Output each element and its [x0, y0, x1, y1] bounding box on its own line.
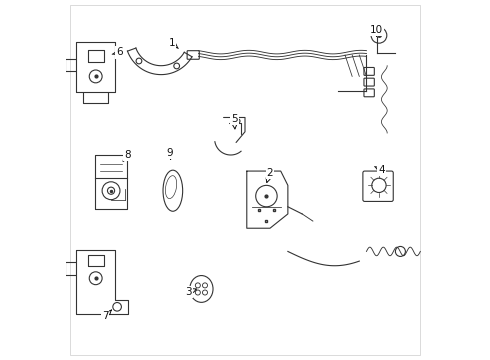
Ellipse shape [166, 176, 177, 199]
Text: 1: 1 [169, 38, 178, 48]
FancyBboxPatch shape [364, 78, 374, 86]
FancyBboxPatch shape [363, 171, 393, 202]
Text: 7: 7 [101, 310, 111, 321]
Ellipse shape [190, 275, 213, 302]
Text: 6: 6 [112, 48, 122, 58]
Text: 4: 4 [374, 165, 385, 175]
Text: 10: 10 [370, 25, 383, 36]
FancyBboxPatch shape [364, 89, 374, 97]
Text: 2: 2 [266, 168, 273, 183]
Text: 5: 5 [231, 114, 238, 129]
FancyBboxPatch shape [364, 67, 374, 75]
Text: 3: 3 [185, 287, 196, 297]
Ellipse shape [163, 170, 183, 211]
Text: 8: 8 [123, 150, 131, 161]
FancyBboxPatch shape [187, 51, 199, 59]
Text: 9: 9 [167, 148, 173, 159]
